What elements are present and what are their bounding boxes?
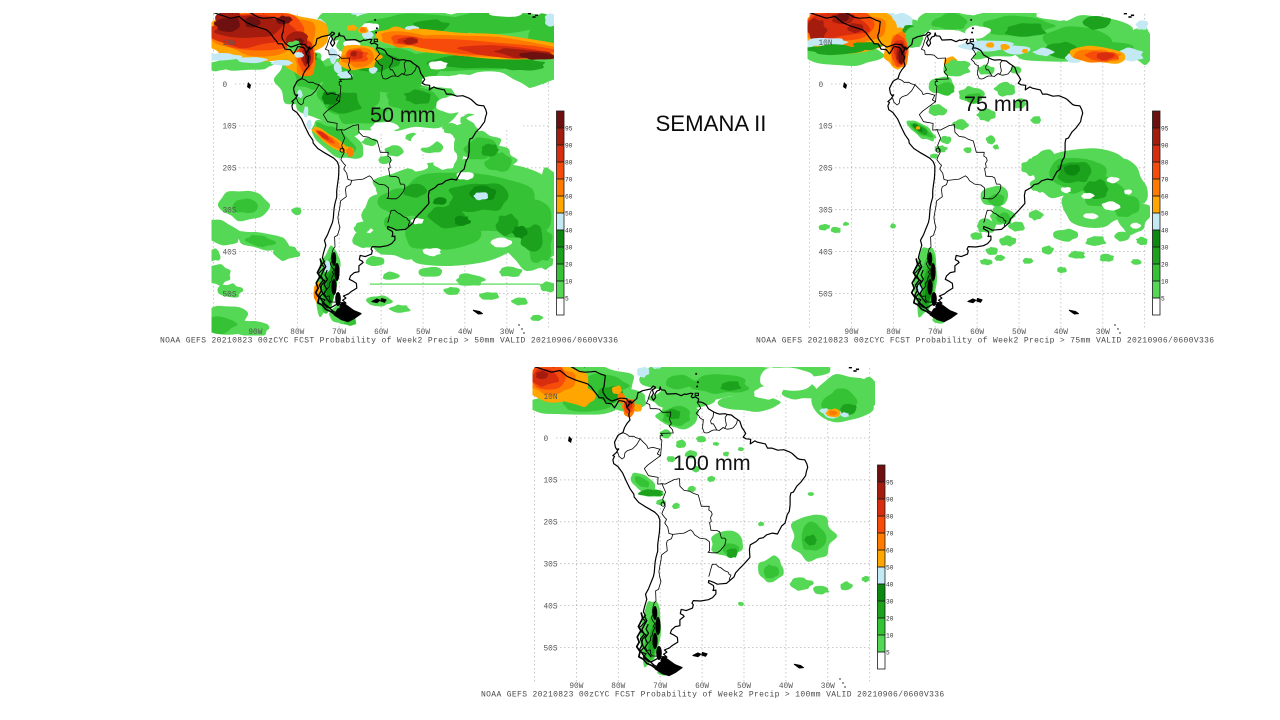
svg-text:5: 5 (1161, 295, 1165, 302)
svg-text:10S: 10S (819, 124, 833, 132)
svg-text:40: 40 (565, 227, 573, 234)
svg-text:30: 30 (565, 244, 573, 251)
svg-text:40S: 40S (544, 603, 558, 611)
svg-text:10: 10 (1161, 278, 1169, 285)
svg-text:20S: 20S (544, 520, 558, 528)
svg-text:95: 95 (565, 125, 573, 132)
svg-text:20: 20 (1161, 261, 1169, 268)
svg-text:10: 10 (886, 632, 894, 639)
svg-text:60: 60 (886, 547, 894, 554)
svg-text:0: 0 (544, 436, 549, 444)
svg-text:40: 40 (1161, 227, 1169, 234)
svg-text:20: 20 (886, 615, 894, 622)
svg-text:50S: 50S (819, 291, 833, 299)
svg-text:50W: 50W (416, 329, 430, 337)
svg-text:50W: 50W (737, 683, 751, 691)
svg-text:95: 95 (886, 479, 894, 486)
svg-text:70: 70 (886, 530, 894, 537)
svg-text:80W: 80W (290, 329, 304, 337)
svg-text:70W: 70W (928, 329, 942, 337)
svg-text:30S: 30S (223, 208, 237, 216)
svg-text:30W: 30W (500, 329, 514, 337)
svg-text:10: 10 (565, 278, 573, 285)
svg-text:60: 60 (1161, 193, 1169, 200)
svg-text:70W: 70W (332, 329, 346, 337)
svg-text:50S: 50S (544, 645, 558, 653)
svg-text:20S: 20S (819, 166, 833, 174)
svg-text:5: 5 (565, 295, 569, 302)
svg-text:50: 50 (565, 210, 573, 217)
svg-text:90: 90 (886, 496, 894, 503)
svg-text:30: 30 (1161, 244, 1169, 251)
svg-text:30S: 30S (819, 208, 833, 216)
svg-text:90W: 90W (569, 683, 583, 691)
svg-text:60: 60 (565, 193, 573, 200)
svg-text:90: 90 (1161, 142, 1169, 149)
svg-text:NOAA GEFS 20210823 00zCYC FCST: NOAA GEFS 20210823 00zCYC FCST Probabili… (481, 691, 945, 700)
svg-text:10N: 10N (223, 40, 237, 48)
svg-text:40: 40 (886, 581, 894, 588)
svg-text:30W: 30W (821, 683, 835, 691)
svg-text:NOAA GEFS 20210823 00zCYC FCST: NOAA GEFS 20210823 00zCYC FCST Probabili… (160, 337, 618, 346)
svg-text:40W: 40W (1054, 329, 1068, 337)
svg-text:50S: 50S (223, 291, 237, 299)
svg-text:80: 80 (565, 159, 573, 166)
svg-text:70: 70 (1161, 176, 1169, 183)
svg-text:50W: 50W (1012, 329, 1026, 337)
svg-text:80: 80 (1161, 159, 1169, 166)
svg-text:80W: 80W (611, 683, 625, 691)
svg-text:30: 30 (886, 598, 894, 605)
svg-text:40W: 40W (458, 329, 472, 337)
svg-text:30S: 30S (544, 562, 558, 570)
svg-text:70: 70 (565, 176, 573, 183)
svg-text:90W: 90W (844, 329, 858, 337)
svg-text:50: 50 (1161, 210, 1169, 217)
svg-text:20S: 20S (223, 166, 237, 174)
svg-text:40S: 40S (223, 249, 237, 257)
svg-text:95: 95 (1161, 125, 1169, 132)
svg-text:10N: 10N (819, 40, 833, 48)
svg-text:90W: 90W (248, 329, 262, 337)
svg-text:80: 80 (886, 513, 894, 520)
svg-text:60W: 60W (695, 683, 709, 691)
svg-text:50: 50 (886, 564, 894, 571)
svg-text:0: 0 (819, 82, 824, 90)
svg-text:90: 90 (565, 142, 573, 149)
svg-text:10N: 10N (544, 394, 558, 402)
svg-text:5: 5 (886, 649, 890, 656)
svg-text:NOAA GEFS 20210823 00zCYC FCST: NOAA GEFS 20210823 00zCYC FCST Probabili… (756, 337, 1214, 346)
svg-text:10S: 10S (223, 124, 237, 132)
svg-text:0: 0 (223, 82, 228, 90)
svg-text:50 mm: 50 mm (370, 103, 436, 127)
svg-text:30W: 30W (1096, 329, 1110, 337)
svg-text:70W: 70W (653, 683, 667, 691)
svg-text:40S: 40S (819, 249, 833, 257)
svg-text:SEMANA II: SEMANA II (656, 111, 767, 136)
svg-text:75 mm: 75 mm (964, 92, 1030, 116)
svg-text:60W: 60W (374, 329, 388, 337)
svg-text:60W: 60W (970, 329, 984, 337)
svg-text:100 mm: 100 mm (673, 451, 751, 475)
svg-text:10S: 10S (544, 478, 558, 486)
svg-text:20: 20 (565, 261, 573, 268)
svg-text:80W: 80W (886, 329, 900, 337)
svg-text:40W: 40W (779, 683, 793, 691)
